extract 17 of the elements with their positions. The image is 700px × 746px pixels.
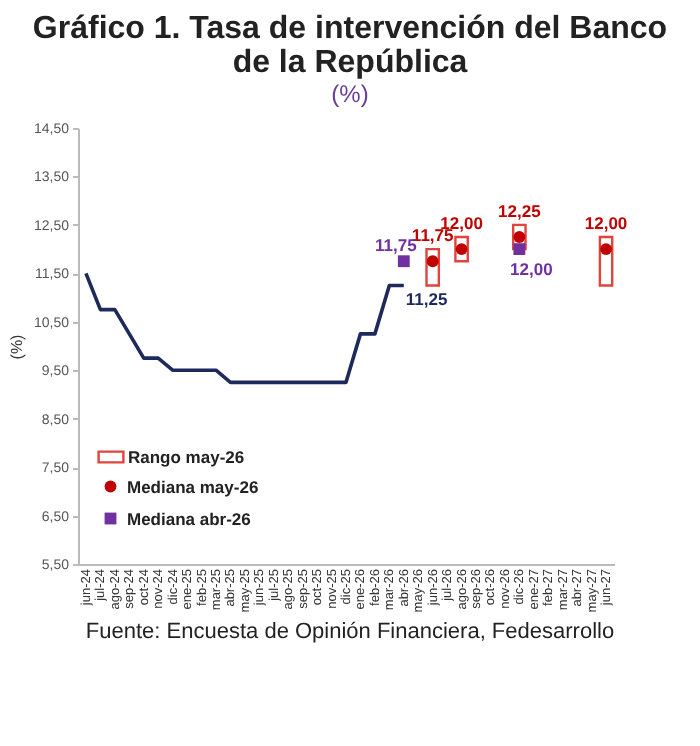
legend-label: Rango may-26 (128, 447, 245, 467)
chart-title: Gráfico 1. Tasa de intervención del Banco de la República (30, 12, 670, 80)
data-label: 11,75 (374, 235, 418, 256)
data-label: 12,25 (498, 200, 542, 221)
point (513, 243, 526, 256)
point (397, 255, 410, 268)
source-note: Fuente: Encuesta de Opinión Financiera, Fedesarrollo (83, 620, 617, 644)
data-label: 12,00 (584, 213, 628, 233)
y-axis-title: (%) (7, 333, 26, 360)
legend-label: Mediana may-26 (127, 476, 259, 497)
data-label: 12,00 (440, 213, 484, 233)
line-series (84, 271, 406, 385)
data-label: 11,25 (405, 289, 448, 310)
chart-subtitle: (%) (329, 80, 371, 108)
legend-label: Mediana abr-26 (127, 508, 252, 529)
data-label: 12,00 (510, 259, 554, 280)
point (600, 243, 612, 256)
